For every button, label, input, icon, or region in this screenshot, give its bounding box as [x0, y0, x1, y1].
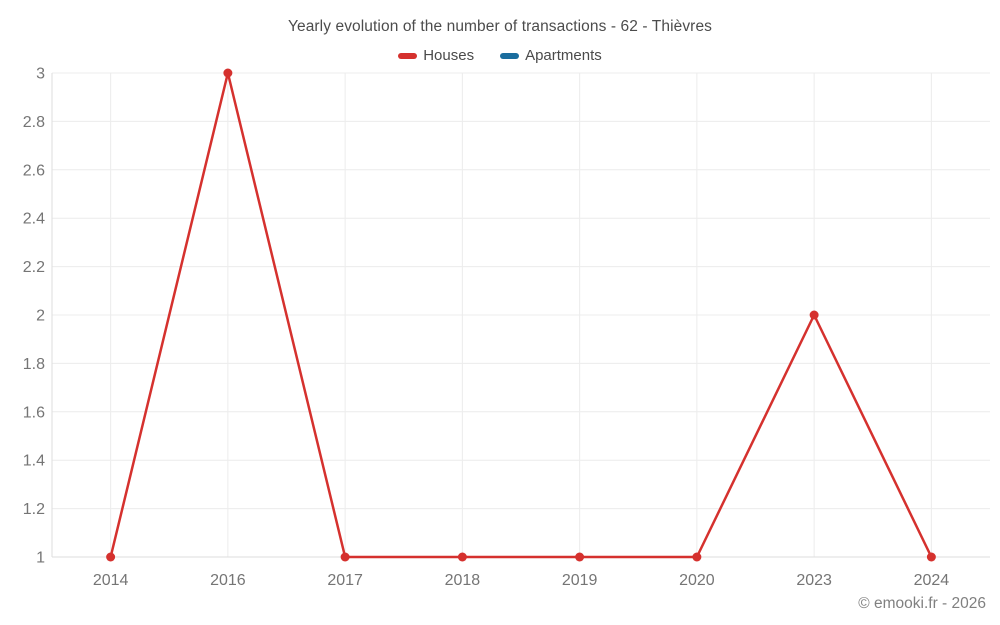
- y-axis-tick-label: 2.2: [23, 259, 45, 276]
- series-line-houses: [109, 71, 933, 559]
- y-axis-tick-label: 1.2: [23, 501, 45, 518]
- y-axis-tick-label: 1.4: [23, 453, 45, 470]
- x-axis-tick-label: 2016: [210, 572, 246, 589]
- data-point-houses-2014[interactable]: [106, 552, 116, 562]
- data-point-houses-2016[interactable]: [223, 68, 233, 78]
- x-axis-tick-label: 2018: [445, 572, 481, 589]
- x-axis-tick-label: 2014: [93, 572, 129, 589]
- x-axis-tick-label: 2024: [914, 572, 950, 589]
- y-axis-tick-label: 2.8: [23, 114, 45, 131]
- data-point-houses-2017[interactable]: [340, 552, 350, 562]
- chart-legend: Houses Apartments: [0, 47, 1000, 64]
- x-axis-tick-label: 2020: [679, 572, 715, 589]
- legend-label-houses: Houses: [423, 47, 475, 64]
- legend-item-houses[interactable]: Houses: [398, 47, 474, 64]
- data-point-houses-2024[interactable]: [926, 552, 936, 562]
- data-point-houses-2019[interactable]: [575, 552, 585, 562]
- legend-label-apartments: Apartments: [525, 47, 602, 64]
- chart-title: Yearly evolution of the number of transa…: [287, 18, 713, 35]
- data-point-houses-2020[interactable]: [692, 552, 702, 562]
- apartments-series-swatch-icon: [500, 52, 520, 59]
- x-axis-tick-label: 2023: [796, 572, 832, 589]
- y-axis-tick-label: 3: [36, 66, 45, 83]
- y-axis-tick-label: 1.6: [23, 404, 45, 421]
- houses-series-swatch-icon: [398, 52, 418, 59]
- data-point-houses-2018[interactable]: [457, 552, 467, 562]
- legend-item-apartments[interactable]: Apartments: [500, 47, 602, 64]
- y-axis-tick-label: 2.4: [23, 211, 45, 228]
- data-point-houses-2023[interactable]: [809, 310, 819, 320]
- y-axis-tick-label: 2: [36, 308, 45, 325]
- x-axis-tick-label: 2019: [562, 572, 598, 589]
- copyright-footer: © emooki.fr - 2026: [858, 595, 986, 612]
- y-axis-tick-label: 1.8: [23, 356, 45, 373]
- y-axis-tick-label: 1: [36, 550, 45, 567]
- x-axis-tick-label: 2017: [327, 572, 363, 589]
- y-axis-tick-label: 2.6: [23, 162, 45, 179]
